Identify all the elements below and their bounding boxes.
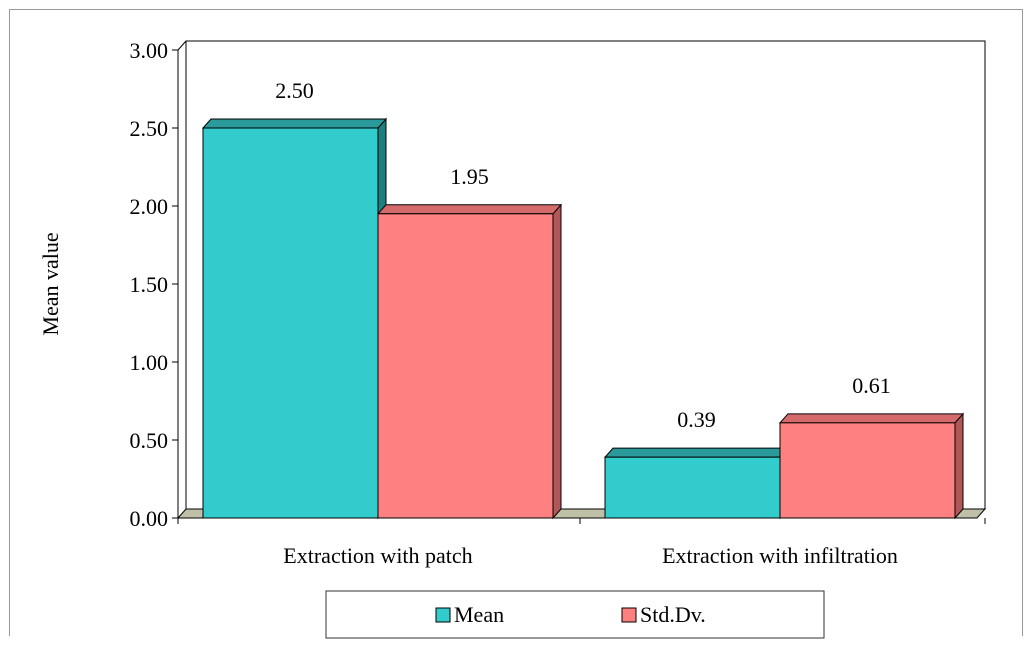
- bar-top: [603, 447, 790, 458]
- y-tick-label: 0.00: [130, 506, 169, 531]
- bar-top: [778, 413, 965, 424]
- data-label: 0.61: [852, 373, 891, 398]
- legend-swatch: [435, 607, 451, 623]
- bar-side: [552, 203, 562, 520]
- bar: [377, 213, 554, 519]
- legend-label: Std.Dv.: [640, 602, 706, 627]
- y-tick-label: 1.50: [130, 272, 169, 297]
- y-tick-label: 1.00: [130, 350, 169, 375]
- legend-swatch: [621, 607, 637, 623]
- category-label: Extraction with patch: [283, 543, 472, 568]
- data-labels: 2.50 1.95 0.39 0.61: [275, 78, 891, 432]
- bar: [604, 456, 781, 519]
- data-label: 2.50: [275, 78, 314, 103]
- y-tick-label: 2.50: [130, 116, 169, 141]
- y-tick-label: 3.00: [130, 38, 169, 63]
- chart-frame: [9, 9, 1023, 636]
- category-label: Extraction with infiltration: [662, 543, 898, 568]
- legend-label: Mean: [454, 602, 504, 627]
- y-tick-label: 2.00: [130, 194, 169, 219]
- y-axis-ticks: 0.00 0.50 1.00 1.50 2.00 2.50 3.00: [130, 38, 986, 531]
- data-label: 0.39: [677, 407, 716, 432]
- legend-box: [325, 590, 825, 639]
- legend: Mean Std.Dv.: [325, 590, 825, 639]
- y-axis-title: Mean value: [38, 232, 63, 335]
- y-tick-label: 0.50: [130, 428, 169, 453]
- bars: [201, 117, 965, 520]
- bar: [779, 422, 956, 519]
- bar-top: [201, 118, 388, 129]
- data-label: 1.95: [450, 164, 489, 189]
- bar-side: [954, 412, 964, 520]
- bar: [202, 127, 379, 519]
- category-labels: Extraction with patch Extraction with inf…: [283, 543, 898, 568]
- bar-top: [376, 204, 563, 215]
- y-axis-depth: [177, 40, 187, 51]
